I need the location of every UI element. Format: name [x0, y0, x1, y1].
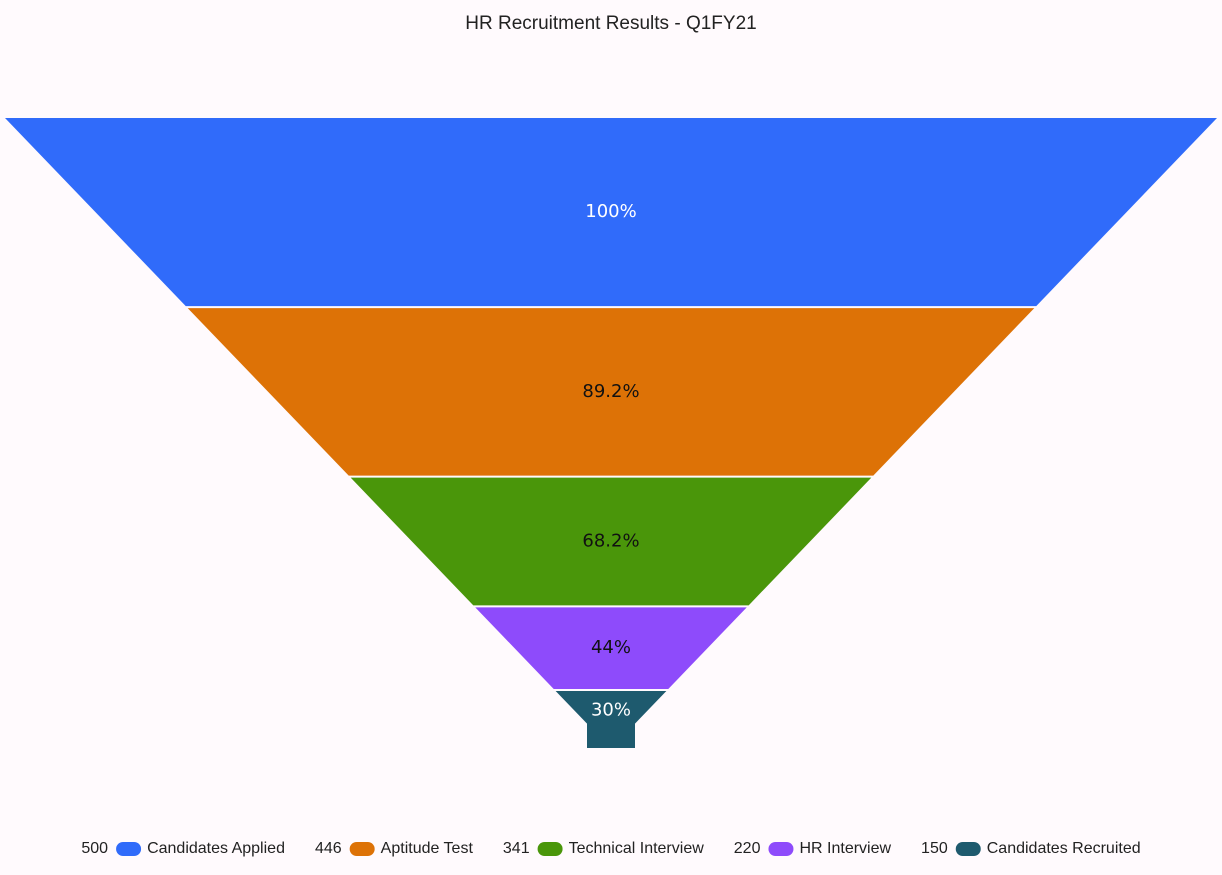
- legend-item[interactable]: 500 Candidates Applied: [81, 840, 285, 857]
- data-label: 30%: [591, 699, 631, 720]
- legend-swatch: [116, 842, 142, 856]
- legend-label: Technical Interview: [569, 840, 705, 857]
- legend-item[interactable]: 150 Candidates Recruited: [921, 840, 1141, 857]
- legend-label: Candidates Recruited: [987, 840, 1141, 857]
- legend-label: Aptitude Test: [381, 840, 474, 857]
- legend-value: 341: [503, 840, 530, 857]
- legend-swatch: [768, 842, 794, 856]
- funnel-segment: [5, 118, 1217, 307]
- data-label: 44%: [591, 637, 631, 658]
- legend-value: 150: [921, 840, 948, 857]
- funnel-segment: [475, 607, 747, 689]
- legend-swatch: [955, 842, 981, 856]
- data-label: 68.2%: [582, 530, 639, 551]
- funnel-segment: [350, 477, 872, 606]
- data-label: 89.2%: [582, 381, 639, 402]
- legend-value: 500: [81, 840, 108, 857]
- legend-swatch: [537, 842, 563, 856]
- legend-item[interactable]: 220 HR Interview: [734, 840, 892, 857]
- legend-label: Candidates Applied: [147, 840, 285, 857]
- legend-item[interactable]: 341 Technical Interview: [503, 840, 704, 857]
- legend-value: 446: [315, 840, 342, 857]
- funnel-segment: [555, 690, 667, 748]
- chart-title: HR Recruitment Results - Q1FY21: [465, 13, 756, 34]
- data-label: 100%: [585, 201, 636, 222]
- legend-swatch: [349, 842, 375, 856]
- legend-label: HR Interview: [799, 840, 891, 857]
- legend-value: 220: [734, 840, 761, 857]
- funnel-segment: [187, 308, 1035, 476]
- legend-item[interactable]: 446 Aptitude Test: [315, 840, 473, 857]
